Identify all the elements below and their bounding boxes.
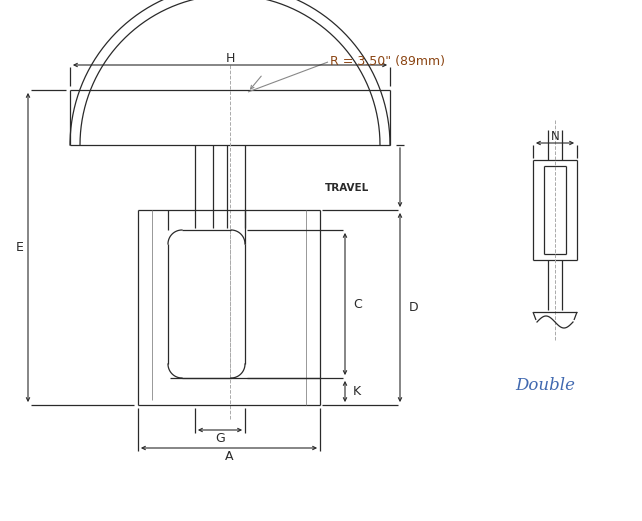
Text: N: N <box>551 130 559 143</box>
Text: G: G <box>215 431 225 444</box>
Text: H: H <box>225 52 235 65</box>
Text: A: A <box>225 451 233 464</box>
Text: R = 3.50" (89mm): R = 3.50" (89mm) <box>330 55 445 68</box>
Text: D: D <box>409 301 419 314</box>
Text: C: C <box>353 297 361 311</box>
Text: E: E <box>16 241 24 254</box>
Text: K: K <box>353 385 361 398</box>
Text: TRAVEL: TRAVEL <box>325 183 369 193</box>
Text: Double: Double <box>515 377 575 393</box>
